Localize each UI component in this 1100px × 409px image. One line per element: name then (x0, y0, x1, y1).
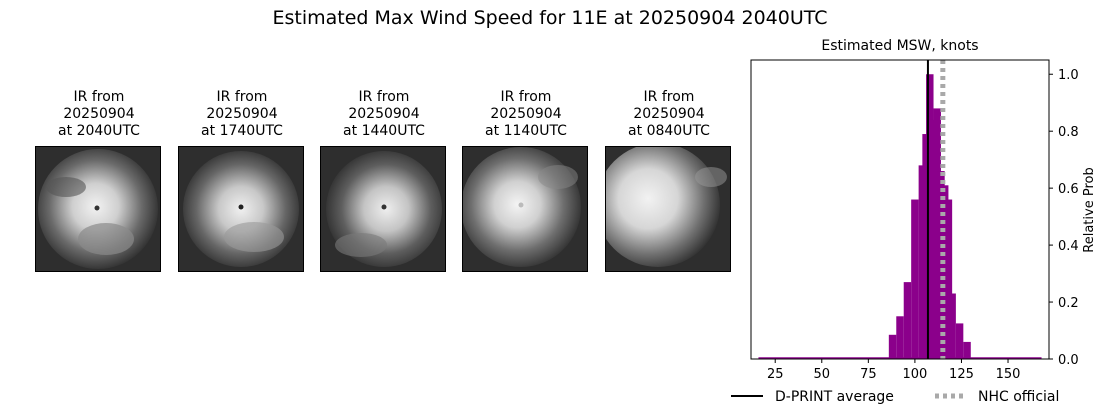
histogram-bar (955, 323, 964, 359)
ir-caption: IR from 20250904 at 1140UTC (485, 89, 567, 139)
histogram-bar (911, 199, 919, 359)
ir-panel-3: IR from 20250904 at 1440UTC (320, 89, 448, 272)
chart-title: Estimated MSW, knots (821, 38, 978, 54)
histogram-bars (758, 74, 1042, 360)
y-axis-label: Relative Prob (1082, 167, 1097, 252)
ir-panel-2: IR from 20250904 at 1740UTC (178, 89, 306, 272)
histogram-bar (896, 316, 904, 359)
ir-satellite-image (320, 146, 446, 272)
x-axis-ticks: 25 50 75 100 125 150 (767, 359, 1021, 382)
y-axis-ticks: 0.0 0.2 0.4 0.6 0.8 1.0 (1049, 68, 1079, 368)
y-tick-label: 0.4 (1058, 239, 1079, 254)
plot-frame (750, 59, 1050, 360)
y-tick-label: 1.0 (1058, 68, 1079, 83)
ir-panel-1: IR from 20250904 at 2040UTC (35, 89, 163, 272)
ir-satellite-image (462, 146, 588, 272)
ir-satellite-image (178, 146, 304, 272)
reference-lines (926, 60, 946, 359)
ir-caption: IR from 20250904 at 2040UTC (58, 89, 140, 139)
histogram-bar (903, 282, 912, 359)
x-tick-label: 100 (902, 367, 927, 382)
y-tick-label: 0.2 (1058, 296, 1079, 311)
ir-caption: IR from 20250904 at 1740UTC (201, 89, 283, 139)
x-tick-label: 50 (814, 367, 831, 382)
ir-caption: IR from 20250904 at 0840UTC (628, 89, 710, 139)
histogram-bar (888, 334, 897, 359)
histogram-bar (963, 341, 971, 359)
histogram-bar (922, 134, 930, 359)
x-tick-label: 75 (860, 367, 877, 382)
x-tick-label: 25 (767, 367, 784, 382)
figure-title: Estimated Max Wind Speed for 11E at 2025… (272, 7, 828, 29)
ir-panel-4: IR from 20250904 at 1140UTC (462, 89, 590, 272)
histogram-bar (944, 199, 953, 359)
legend-dprint-label: D-PRINT average (775, 389, 894, 405)
ir-satellite-image (35, 146, 161, 272)
x-tick-label: 125 (949, 367, 974, 382)
y-tick-label: 0.0 (1058, 353, 1079, 368)
histogram-bar (948, 293, 956, 359)
ir-panel-5: IR from 20250904 at 0840UTC (605, 89, 733, 272)
histogram-bar (940, 185, 949, 359)
ir-satellite-image (605, 146, 731, 272)
ir-caption: IR from 20250904 at 1440UTC (343, 89, 425, 139)
y-tick-label: 0.6 (1058, 182, 1079, 197)
y-tick-label: 0.8 (1058, 125, 1079, 140)
x-tick-label: 150 (996, 367, 1021, 382)
legend-nhc-label: NHC official (978, 389, 1059, 405)
